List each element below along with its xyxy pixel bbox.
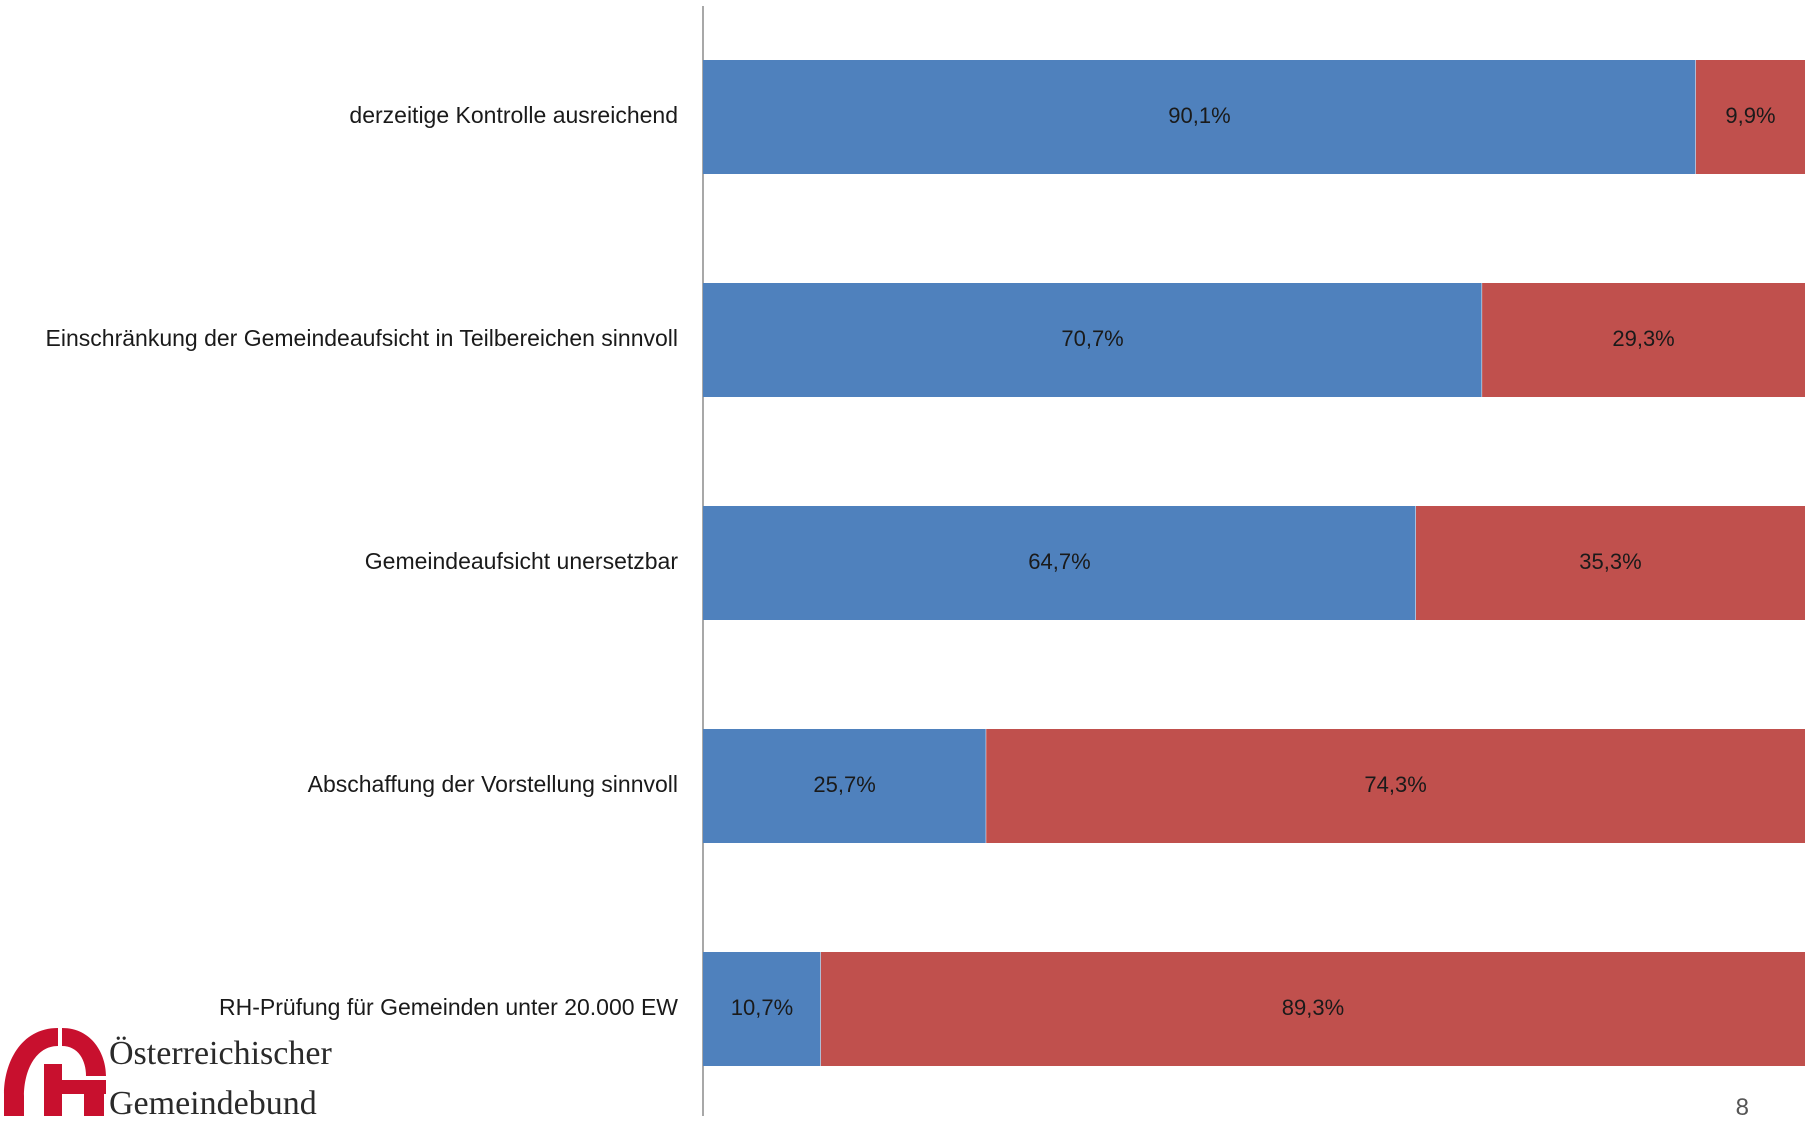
data-label: 9,9% bbox=[1725, 103, 1775, 128]
category-label: RH-Prüfung für Gemeinden unter 20.000 EW bbox=[219, 994, 678, 1020]
data-label: 74,3% bbox=[1364, 772, 1426, 797]
gemeindebund-logo-icon bbox=[4, 1028, 106, 1116]
category-label: Einschränkung der Gemeindeaufsicht in Te… bbox=[46, 325, 678, 351]
bar-segment bbox=[820, 952, 1805, 1066]
bar-segment bbox=[1482, 283, 1805, 397]
bar-segment bbox=[1695, 60, 1805, 174]
bar-segment bbox=[703, 60, 1696, 174]
category-label: derzeitige Kontrolle ausreichend bbox=[349, 102, 678, 128]
data-label: 29,3% bbox=[1612, 326, 1674, 351]
logo-text-line2: Gemeindebund bbox=[109, 1085, 317, 1122]
logo-text-line1: Österreichischer bbox=[109, 1035, 332, 1072]
bar-segment bbox=[703, 729, 987, 843]
data-label: 10,7% bbox=[731, 995, 793, 1020]
bar-segment bbox=[986, 729, 1805, 843]
bar-segment bbox=[703, 506, 1416, 620]
bar-segment bbox=[1415, 506, 1805, 620]
page-number: 8 bbox=[1735, 1094, 1749, 1121]
data-label: 70,7% bbox=[1061, 326, 1123, 351]
category-label: Gemeindeaufsicht unersetzbar bbox=[365, 548, 679, 574]
data-label: 89,3% bbox=[1282, 995, 1344, 1020]
data-label: 90,1% bbox=[1168, 103, 1230, 128]
category-label: Abschaffung der Vorstellung sinnvoll bbox=[308, 771, 678, 797]
data-label: 25,7% bbox=[813, 772, 875, 797]
bar-segment bbox=[703, 283, 1483, 397]
data-label: 35,3% bbox=[1579, 549, 1641, 574]
bar-segment bbox=[703, 952, 821, 1066]
data-label: 64,7% bbox=[1028, 549, 1090, 574]
